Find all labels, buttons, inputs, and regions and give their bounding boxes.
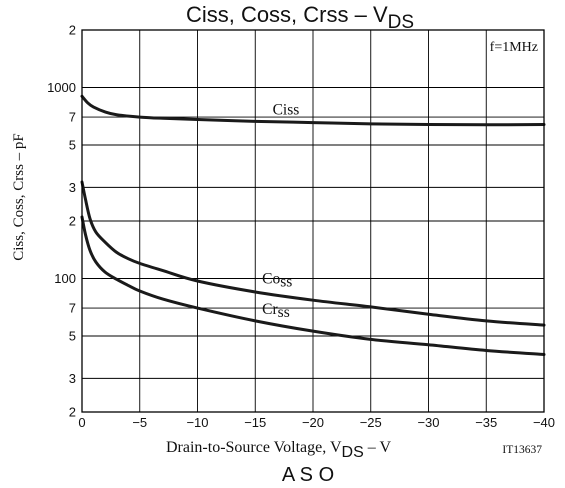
y-tick-label: 3	[69, 180, 76, 195]
series-label-ciss: Ciss	[273, 102, 300, 119]
y-tick-label: 7	[69, 110, 76, 125]
x-axis-label: Drain-to-Source Voltage, VDS – V	[166, 439, 391, 461]
x-tick-label: −30	[417, 415, 439, 430]
x-tick-label: −10	[186, 415, 208, 430]
y-tick-label: 1000	[47, 80, 76, 95]
bottom-caption: A S O	[282, 464, 334, 486]
x-tick-label: −25	[360, 415, 382, 430]
y-tick-label: 2	[69, 214, 76, 229]
y-tick-label: 3	[69, 371, 76, 386]
x-tick-label: 0	[78, 415, 85, 430]
y-tick-label: 5	[69, 328, 76, 343]
series-line-ciss	[80, 94, 546, 127]
y-tick-labels: 2 1000 7 5 3 2 100 7 5 3 2	[47, 23, 76, 420]
y-tick-label: 7	[69, 301, 76, 316]
x-tick-label: −40	[533, 415, 555, 430]
x-tick-label: −5	[132, 415, 147, 430]
y-tick-label: 5	[69, 137, 76, 152]
series-line-coss	[80, 180, 546, 327]
series-lines	[80, 94, 546, 356]
chart-title: Ciss, Coss, Crss – VDS	[186, 2, 414, 33]
figure-id: IT13637	[502, 444, 542, 456]
x-tick-label: −15	[244, 415, 266, 430]
series-label-coss: Coss	[262, 271, 292, 291]
frequency-annotation: f=1MHz	[490, 40, 538, 55]
x-tick-label: −20	[302, 415, 324, 430]
series-line-crss	[80, 215, 546, 356]
chart-grid	[81, 29, 545, 413]
series-labels: Ciss Coss Crss	[262, 102, 299, 322]
x-tick-labels: 0 −5 −10 −15 −20 −25 −30 −35 −40	[78, 415, 555, 430]
y-tick-label: 100	[54, 271, 76, 286]
series-label-crss: Crss	[262, 301, 290, 321]
y-tick-label: 2	[69, 23, 76, 38]
y-axis-label: Ciss, Coss, Crss – pF	[11, 133, 27, 261]
x-tick-label: −35	[475, 415, 497, 430]
y-tick-label: 2	[69, 405, 76, 420]
plot-frame	[81, 29, 545, 413]
